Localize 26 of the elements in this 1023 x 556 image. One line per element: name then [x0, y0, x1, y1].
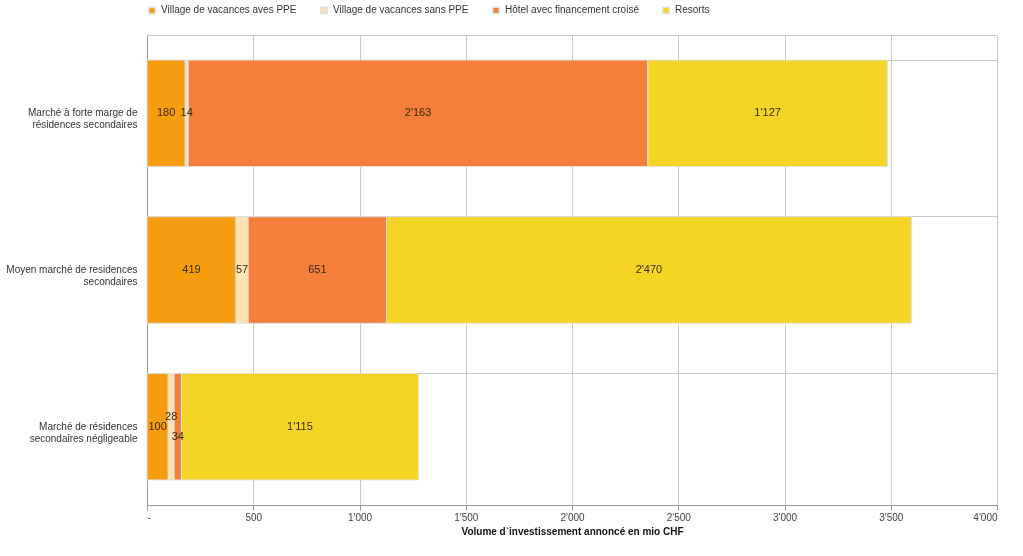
- data-label: 180: [156, 106, 176, 119]
- x-tick-label: 3'500: [879, 511, 904, 523]
- x-tick-label: 4'000: [973, 511, 998, 523]
- legend-label: Village de vacances sans PPE: [333, 4, 469, 16]
- x-tick-label: 1'000: [347, 511, 373, 523]
- data-label: 100: [148, 419, 167, 432]
- legend-label: Village de vacances aves PPE: [161, 4, 297, 16]
- y-tick-label: Marché à forte marge de résidences secondaires: [28, 107, 138, 131]
- x-tick-label: -: [147, 511, 151, 523]
- legend-label: Hôtel avec financement croisé: [505, 4, 640, 16]
- data-label: 1'127: [754, 106, 781, 119]
- y-tick-label: Moyen marché de residences secondaires: [6, 264, 138, 287]
- x-axis-title: Volume d`investissement annoncé en mio CHF: [461, 525, 684, 537]
- data-label: 1'115: [287, 419, 313, 432]
- y-tick-label: Marché de résidences secondaires négligeable: [29, 420, 138, 444]
- data-label: 2'470: [635, 263, 663, 275]
- legend-label: Resorts: [675, 4, 710, 16]
- x-tick-label: 3'000: [772, 511, 798, 523]
- data-label: 651: [308, 263, 327, 275]
- data-label: 2'163: [404, 106, 432, 119]
- x-tick-label: 2'500: [666, 511, 692, 523]
- x-tick-label: 2'000: [560, 511, 586, 523]
- data-label: 419: [182, 263, 201, 275]
- data-label: 57: [235, 263, 249, 275]
- x-tick-label: 1'500: [454, 511, 479, 523]
- x-tick-label: 500: [245, 511, 263, 523]
